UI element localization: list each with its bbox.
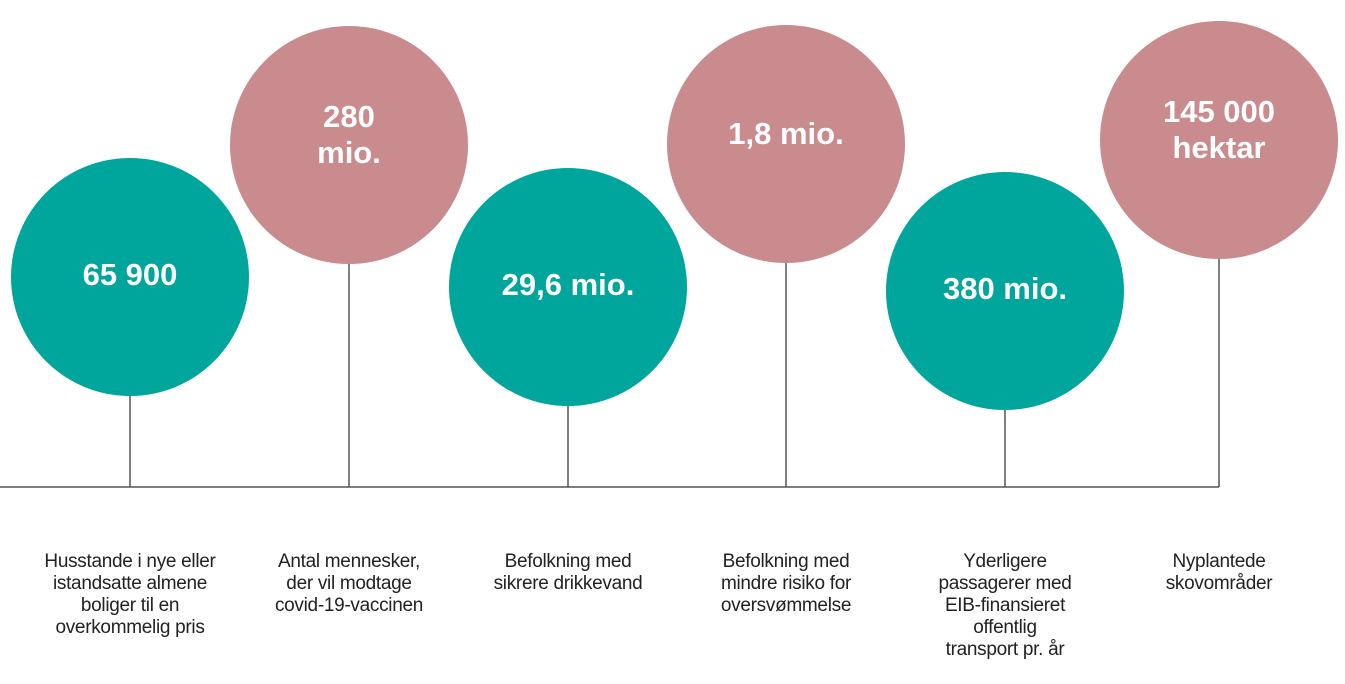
value-text: 29,6 mio. — [502, 267, 635, 302]
description-line: sikrere drikkevand — [494, 573, 643, 594]
value-circle — [11, 158, 249, 396]
description-line: overkommelig pris — [55, 617, 204, 638]
description-line: mindre risiko for — [721, 573, 852, 594]
value-text: mio. — [317, 135, 381, 170]
description-line: covid-19-vaccinen — [275, 595, 423, 616]
value-circle — [667, 25, 905, 263]
value-circle — [449, 168, 687, 406]
description-line: transport pr. år — [946, 639, 1066, 660]
value-text: 65 900 — [83, 257, 178, 292]
description-line: oversvømmelse — [721, 595, 851, 616]
value-circle — [886, 172, 1124, 410]
value-text: 145 000 — [1163, 94, 1275, 129]
value-text: hektar — [1172, 130, 1265, 165]
description-line: boliger til en — [81, 595, 179, 616]
description-line: istandsatte almene — [53, 573, 207, 594]
description-line: passagerer med — [938, 573, 1071, 594]
value-text: 1,8 mio. — [728, 116, 843, 151]
description-line: Nyplantede — [1172, 551, 1265, 572]
description-line: Antal mennesker, — [278, 551, 420, 572]
description-line: offentlig — [973, 617, 1037, 638]
description-line: Yderligere — [963, 551, 1047, 572]
value-circle — [1100, 21, 1338, 259]
value-circle — [230, 26, 468, 264]
description-line: Befolkning med — [505, 551, 632, 572]
description-line: Husstande i nye eller — [44, 551, 216, 572]
description-line: EIB-finansieret — [945, 595, 1066, 616]
description-line: skovområder — [1166, 573, 1273, 594]
description-line: der vil modtage — [286, 573, 411, 594]
description-line: Befolkning med — [723, 551, 850, 572]
value-text: 380 mio. — [943, 271, 1067, 306]
value-text: 280 — [323, 99, 375, 134]
